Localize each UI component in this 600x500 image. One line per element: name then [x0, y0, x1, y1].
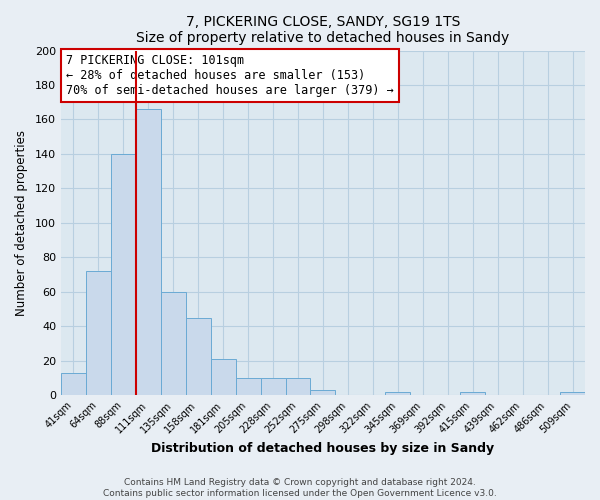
Y-axis label: Number of detached properties: Number of detached properties	[15, 130, 28, 316]
Bar	[560, 392, 585, 395]
Bar	[260, 378, 286, 395]
Text: Contains HM Land Registry data © Crown copyright and database right 2024.
Contai: Contains HM Land Registry data © Crown c…	[103, 478, 497, 498]
Title: 7, PICKERING CLOSE, SANDY, SG19 1TS
Size of property relative to detached houses: 7, PICKERING CLOSE, SANDY, SG19 1TS Size…	[136, 15, 509, 45]
Bar	[236, 378, 260, 395]
Bar	[111, 154, 136, 395]
Bar	[86, 271, 111, 395]
Bar	[310, 390, 335, 395]
Bar	[385, 392, 410, 395]
Bar	[460, 392, 485, 395]
X-axis label: Distribution of detached houses by size in Sandy: Distribution of detached houses by size …	[151, 442, 494, 455]
Bar	[186, 318, 211, 395]
Bar	[61, 373, 86, 395]
Bar	[136, 109, 161, 395]
Bar	[211, 359, 236, 395]
Bar	[161, 292, 186, 395]
Bar	[286, 378, 310, 395]
Text: 7 PICKERING CLOSE: 101sqm
← 28% of detached houses are smaller (153)
70% of semi: 7 PICKERING CLOSE: 101sqm ← 28% of detac…	[66, 54, 394, 97]
